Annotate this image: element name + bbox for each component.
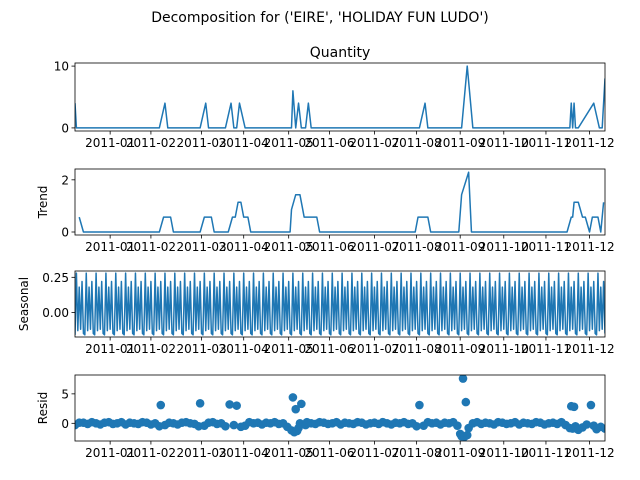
quantity-xtick-label: 2011-10 <box>479 136 529 150</box>
quantity-xtick-label: 2011-01 <box>85 136 135 150</box>
resid-point <box>156 400 166 410</box>
seasonal-xtick-label: 2011-12 <box>564 342 614 356</box>
figure-suptitle: Decomposition for ('EIRE', 'HOLIDAY FUN … <box>151 10 489 26</box>
resid-point <box>453 421 462 430</box>
resid-point <box>297 399 306 409</box>
quantity-xtick-label: 2011-07 <box>349 136 399 150</box>
resid-point <box>229 420 239 430</box>
resid-point <box>569 402 579 412</box>
resid-point <box>415 400 424 410</box>
resid-point <box>412 421 421 431</box>
resid-point <box>458 375 468 383</box>
resid-point <box>291 404 301 414</box>
resid-xtick-label: 2011-10 <box>479 446 529 460</box>
resid-xtick-label: 2011-01 <box>85 446 135 460</box>
quantity-line <box>75 65 605 129</box>
resid-xtick-label: 2011-06 <box>304 446 354 460</box>
trend-xtick-label: 2011-12 <box>564 240 614 254</box>
trend-xtick-label: 2011-03 <box>176 240 226 254</box>
quantity-xtick-label: 2011-03 <box>176 136 226 150</box>
quantity-xtick-label: 2011-09 <box>435 136 485 150</box>
resid-points <box>75 375 605 441</box>
resid-point <box>600 424 605 433</box>
trend-xtick-label: 2011-04 <box>219 240 269 254</box>
seasonal-ytick-label: 0.25 <box>42 271 69 285</box>
trend-ytick-label: 2 <box>61 173 69 187</box>
seasonal-xtick-label: 2011-10 <box>479 342 529 356</box>
resid-point <box>195 398 205 408</box>
resid-xtick-label: 2011-05 <box>264 446 314 460</box>
trend-xtick-label: 2011-07 <box>349 240 399 254</box>
quantity-xtick-label: 2011-11 <box>521 136 571 150</box>
quantity-xtick-label: 2011-04 <box>219 136 269 150</box>
resid-point <box>232 401 241 410</box>
seasonal-xtick-label: 2011-09 <box>435 342 485 356</box>
resid-xtick-label: 2011-02 <box>126 446 176 460</box>
resid-xtick-label: 2011-12 <box>564 446 614 460</box>
quantity-ytick-label: 10 <box>54 60 69 74</box>
quantity-axes-frame <box>74 62 606 132</box>
trend-xtick-label: 2011-09 <box>435 240 485 254</box>
resid-xtick-label: 2011-11 <box>521 446 571 460</box>
seasonal-xtick-label: 2011-01 <box>85 342 135 356</box>
quantity-title: Quantity <box>310 45 371 61</box>
trend-xtick-label: 2011-10 <box>479 240 529 254</box>
quantity-xtick-label: 2011-12 <box>564 136 614 150</box>
quantity-xtick-label: 2011-05 <box>264 136 314 150</box>
trend-xtick-label: 2011-05 <box>264 240 314 254</box>
seasonal-xtick-label: 2011-05 <box>264 342 314 356</box>
resid-ytick-label: 0 <box>61 417 69 431</box>
resid-axes-frame <box>74 374 606 442</box>
seasonal-xtick-label: 2011-11 <box>521 342 571 356</box>
trend-ytick-label: 0 <box>61 226 69 240</box>
resid-xtick-label: 2011-08 <box>392 446 442 460</box>
trend-xtick-label: 2011-02 <box>126 240 176 254</box>
resid-ytick-label: 5 <box>61 387 69 401</box>
seasonal-xtick-label: 2011-02 <box>126 342 176 356</box>
seasonal-xtick-label: 2011-06 <box>304 342 354 356</box>
resid-point <box>586 400 596 410</box>
seasonal-ylabel: Seasonal <box>17 277 31 331</box>
quantity-ytick-label: 0 <box>61 121 69 135</box>
quantity-xtick-label: 2011-06 <box>304 136 354 150</box>
resid-xtick-label: 2011-07 <box>349 446 399 460</box>
resid-point <box>221 421 230 431</box>
seasonal-xtick-label: 2011-04 <box>219 342 269 356</box>
trend-line <box>78 171 605 233</box>
resid-xtick-label: 2011-09 <box>435 446 485 460</box>
quantity-xtick-label: 2011-08 <box>392 136 442 150</box>
trend-xtick-label: 2011-08 <box>392 240 442 254</box>
resid-point <box>225 400 234 409</box>
seasonal-axes-frame <box>74 270 606 338</box>
trend-xtick-label: 2011-11 <box>521 240 571 254</box>
trend-xtick-label: 2011-06 <box>304 240 354 254</box>
resid-ylabel: Resid <box>36 392 50 424</box>
quantity-xtick-label: 2011-02 <box>126 136 176 150</box>
seasonal-xtick-label: 2011-08 <box>392 342 442 356</box>
seasonal-xtick-label: 2011-07 <box>349 342 399 356</box>
resid-point <box>582 420 592 429</box>
trend-ylabel: Trend <box>36 186 50 220</box>
resid-point <box>462 430 472 440</box>
seasonal-line <box>75 272 605 336</box>
seasonal-ytick-label: 0.00 <box>42 306 69 320</box>
trend-xtick-label: 2011-01 <box>85 240 135 254</box>
seasonal-xtick-label: 2011-03 <box>176 342 226 356</box>
resid-xtick-label: 2011-03 <box>176 446 226 460</box>
resid-point <box>461 397 471 407</box>
resid-xtick-label: 2011-04 <box>219 446 269 460</box>
resid-point <box>288 393 298 402</box>
trend-axes-frame <box>74 168 606 236</box>
